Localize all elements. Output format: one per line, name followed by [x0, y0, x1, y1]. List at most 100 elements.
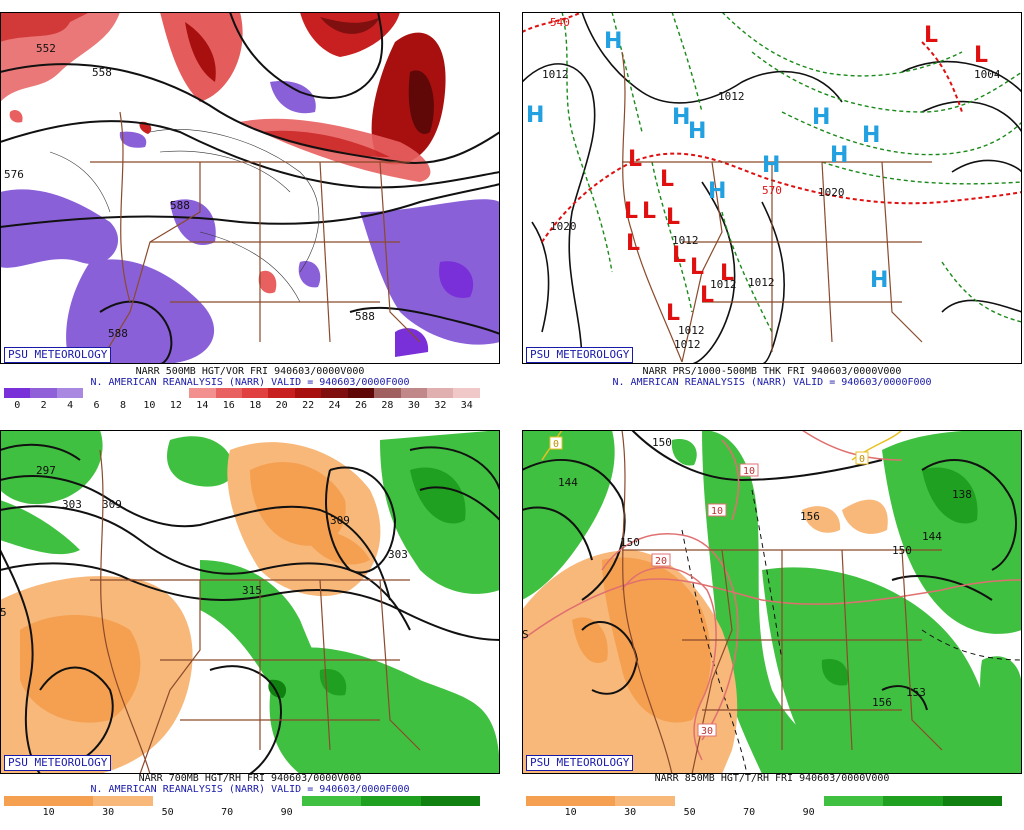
colorbar-swatch	[427, 388, 454, 398]
colorbar-tick-label: 30	[407, 400, 420, 411]
colorbar-swatch	[93, 796, 123, 806]
contour-label: 303	[388, 548, 408, 561]
colorbar-swatch	[215, 388, 242, 398]
colorbar-swatch	[123, 796, 153, 806]
colorbar-tick-labels: 10 30 50 70 90	[526, 807, 1002, 819]
colorbar-tick-labels: 10 30 50 70 90	[4, 807, 480, 819]
colorbar-swatch	[212, 796, 242, 806]
contour-label: S	[522, 628, 529, 641]
colorbar-swatch	[152, 796, 183, 806]
high-pressure-label: H	[830, 143, 848, 168]
contour-label: 1012	[672, 234, 699, 247]
colorbar-tick-label: 18	[249, 400, 262, 411]
low-pressure-label: L	[974, 43, 988, 68]
map-500mb: 552 558 576 588 588 588	[0, 12, 500, 364]
colorbar-tick-label: 26	[354, 400, 368, 411]
colorbar-swatch	[526, 796, 556, 806]
colorbar-tick-label: 28	[381, 400, 394, 411]
contour-label: 303	[62, 498, 82, 511]
colorbar-swatch	[136, 388, 163, 398]
colorbar-swatch	[189, 388, 216, 398]
contour-label: 1012	[674, 338, 701, 351]
contour-label: 297	[36, 464, 56, 477]
colorbar-swatch	[883, 796, 913, 806]
contour-label: 150	[892, 544, 912, 557]
high-pressure-label: H	[526, 103, 544, 128]
colorbar-swatch	[793, 796, 824, 806]
colorbar-swatch	[321, 388, 348, 398]
contour-label: 1020	[818, 186, 845, 199]
colorbar-swatch	[268, 388, 295, 398]
colorbar-swatch	[972, 796, 1002, 806]
contour-label: 156	[872, 696, 892, 709]
colorbar-tick-label: 24	[328, 400, 341, 411]
low-pressure-label: L	[720, 261, 734, 286]
colorbar-swatch	[585, 796, 616, 806]
panel-pressure-thickness: H H H H H H H H H H L L L L L L L L	[522, 12, 1022, 412]
colorbar-swatch	[450, 796, 480, 806]
low-pressure-label: L	[626, 231, 640, 256]
colorbar-swatch	[301, 796, 332, 806]
colorbar-swatch	[56, 388, 84, 398]
colorbar-tick-labels: 0 2 4 6 8 10 12 14 16 18 20 22 24 26 28 30 32 34	[4, 400, 480, 412]
high-pressure-label: H	[708, 179, 726, 204]
colorbar-tick-label: 70	[221, 807, 234, 818]
low-pressure-label: L	[642, 199, 656, 224]
colorbar-swatch	[294, 388, 322, 398]
map-700mb: 297 303 309 309 303 315 5	[0, 430, 500, 774]
colorbar-tick-label: 32	[434, 400, 447, 411]
low-pressure-label: L	[660, 167, 674, 192]
colorbar-swatch	[347, 388, 375, 398]
colorbar	[526, 796, 1002, 806]
colorbar-swatch	[390, 796, 421, 806]
colorbar-tick-label: 10	[143, 400, 156, 411]
low-pressure-label: L	[666, 205, 680, 230]
contour-label: 150	[620, 536, 640, 549]
contour-label: 1012	[748, 276, 775, 289]
colorbar-swatch	[30, 388, 57, 398]
map-850mb: 144 150 156 150 138 144 150 156 153 S 0 …	[522, 430, 1022, 774]
colorbar-swatch	[109, 388, 137, 398]
contour-label: 1012	[710, 278, 737, 291]
colorbar-tick-label: 20	[275, 400, 288, 411]
colorbar-tick-label: 34	[460, 400, 473, 411]
temperature-label: 20	[655, 556, 667, 567]
psu-branding: PSU METEOROLOGY	[4, 347, 112, 363]
colorbar-swatch	[241, 388, 269, 398]
contour-label: 1012	[542, 68, 569, 81]
contour-label: 309	[330, 514, 350, 527]
high-pressure-label: H	[604, 29, 622, 54]
contour-label: 570	[762, 184, 782, 197]
contour-label: 315	[242, 584, 262, 597]
colorbar-swatch	[374, 388, 401, 398]
low-pressure-label: L	[628, 147, 642, 172]
colorbar-tick-label: 50	[161, 807, 174, 818]
colorbar-swatch	[162, 388, 190, 398]
contour-label-2: 558	[92, 66, 112, 79]
colorbar-swatch	[361, 796, 391, 806]
colorbar-swatch	[242, 796, 272, 806]
contour-label-4: 588	[170, 199, 190, 212]
panel-700mb-humidity: 297 303 309 309 303 315 5 PSU METEOROLOG…	[0, 430, 500, 830]
high-pressure-label: H	[672, 105, 690, 130]
colorbar-tick-label: 70	[743, 807, 756, 818]
colorbar-tick-label: 8	[119, 400, 127, 411]
colorbar-tick-label: 30	[624, 807, 637, 818]
panel-caption: NARR 850MB HGT/T/RH FRI 940603/0000V000	[654, 773, 890, 784]
colorbar-swatch	[823, 796, 854, 806]
contour-label: 150	[652, 436, 672, 449]
colorbar-swatch	[271, 796, 302, 806]
contour-label-3: 576	[4, 168, 24, 181]
colorbar-swatch	[674, 796, 705, 806]
colorbar	[4, 388, 480, 398]
colorbar-swatch	[912, 796, 943, 806]
colorbar-swatch	[453, 388, 480, 398]
psu-branding: PSU METEOROLOGY	[4, 755, 112, 771]
colorbar-tick-label: 30	[102, 807, 115, 818]
panel-caption: NARR PRS/1000-500MB THK FRI 940603/0000V…	[642, 366, 902, 377]
contour-label: 5	[0, 606, 7, 619]
temperature-label: 10	[711, 506, 723, 517]
colorbar-swatch	[704, 796, 735, 806]
colorbar-tick-label: 90	[280, 807, 293, 818]
colorbar-tick-label: 4	[67, 400, 74, 411]
